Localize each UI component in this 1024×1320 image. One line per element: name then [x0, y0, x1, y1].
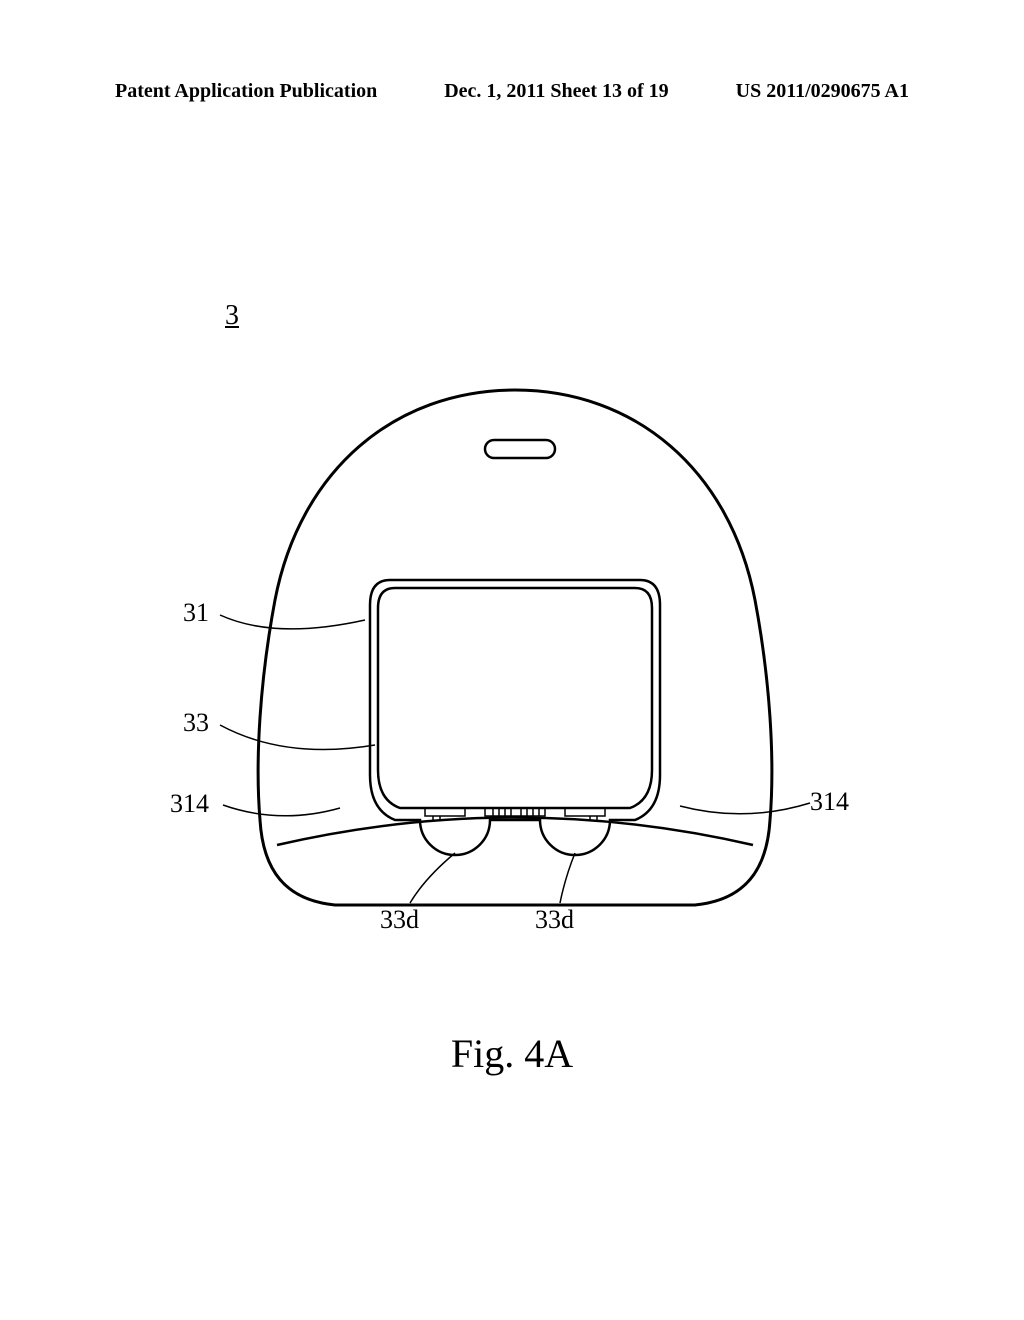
leader-33	[215, 705, 385, 765]
ref-3: 3	[225, 300, 239, 332]
header-right: US 2011/0290675 A1	[736, 80, 909, 103]
page-header: Patent Application Publication Dec. 1, 2…	[0, 80, 1024, 103]
label-33d-right: 33d	[535, 905, 574, 935]
leader-31	[215, 595, 375, 645]
inner-panel-inner	[378, 588, 652, 808]
header-left: Patent Application Publication	[115, 80, 377, 103]
label-314-left: 314	[170, 789, 209, 819]
leader-33d-right	[555, 848, 605, 908]
figure-area: 3	[115, 300, 909, 1000]
diagram	[215, 380, 815, 940]
label-33d-left: 33d	[380, 905, 419, 935]
figure-caption: Fig. 4A	[0, 1030, 1024, 1077]
leader-314-left	[220, 790, 350, 830]
label-314-right: 314	[810, 787, 849, 817]
top-slot	[485, 440, 555, 458]
label-33: 33	[183, 708, 209, 738]
leader-314-right	[675, 788, 815, 828]
inner-panel-outer	[370, 580, 660, 855]
label-31: 31	[183, 598, 209, 628]
header-center: Dec. 1, 2011 Sheet 13 of 19	[444, 80, 668, 103]
leader-33d-left	[405, 848, 465, 908]
